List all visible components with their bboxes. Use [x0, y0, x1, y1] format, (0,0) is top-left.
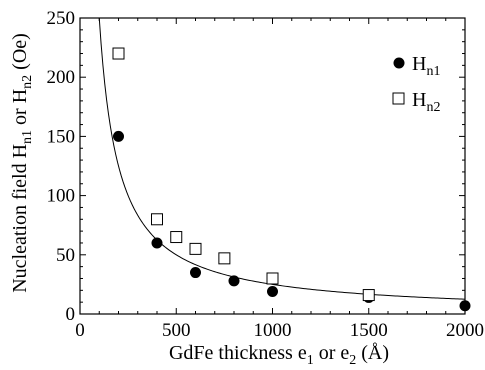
fit-curve	[98, 17, 466, 300]
x-axis-title: GdFe thickness e1 or e2 (Å)	[169, 342, 389, 368]
point-hn2	[151, 213, 163, 226]
y-tick-label: 150	[47, 126, 76, 147]
point-hn2	[112, 47, 125, 60]
legend-marker-hn2	[392, 92, 405, 105]
x-tick-label: 1000	[254, 320, 292, 341]
x-tick-label: 1500	[350, 320, 388, 341]
fit-curve-layer	[98, 17, 466, 300]
legend: Hn1 Hn2	[392, 53, 440, 115]
x-tick-label: 2000	[446, 320, 484, 341]
y-tick-label: 100	[47, 186, 76, 207]
point-hn2	[362, 289, 375, 302]
point-hn1	[151, 237, 163, 249]
marker-layer	[112, 47, 471, 312]
legend-label-hn1: Hn1	[412, 53, 440, 79]
point-hn1	[113, 130, 124, 142]
point-hn1	[228, 275, 240, 287]
tick-label-layer: 0 500 1000 1500 2000 0 50 100 150 200 250	[47, 8, 485, 341]
plot-frame	[79, 17, 466, 315]
point-hn2	[189, 242, 202, 255]
y-tick-label: 0	[66, 304, 76, 325]
legend-marker-hn1	[393, 57, 405, 69]
point-hn2	[218, 252, 231, 265]
tick-layer	[79, 17, 466, 315]
y-axis-title: Nucleation field Hn1 or Hn2 (Oe)	[9, 33, 35, 293]
x-tick-label: 0	[75, 320, 85, 341]
point-hn2	[266, 272, 279, 285]
x-tick-label: 500	[162, 320, 191, 341]
y-tick-label: 200	[47, 67, 76, 88]
y-tick-label: 50	[56, 245, 75, 266]
point-hn2	[170, 231, 183, 244]
point-hn1	[267, 286, 278, 298]
legend-label-hn2: Hn2	[412, 89, 440, 115]
y-tick-label: 250	[47, 8, 76, 29]
point-hn1	[190, 267, 201, 279]
